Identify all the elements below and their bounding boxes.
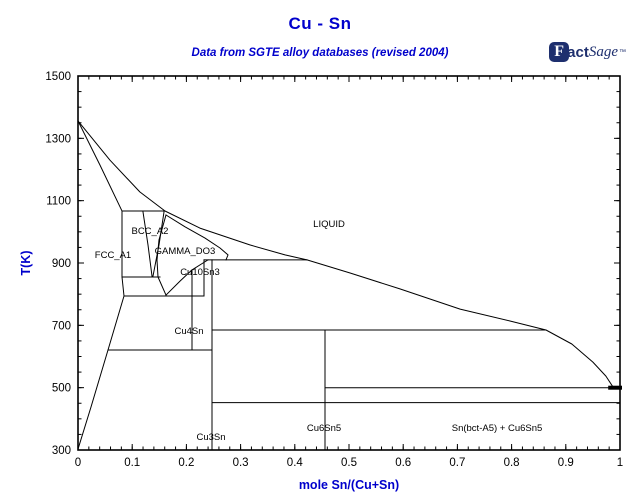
- y-tick-label: 1100: [46, 196, 71, 208]
- region-label: Cu10Sn3: [180, 267, 220, 278]
- plot-frame: [77, 75, 621, 451]
- phase-region-labels: FCC_A1 BCC_A2 GAMMA_DO3 Cu10Sn3 Cu4Sn Cu3Sn Cu…: [95, 219, 543, 443]
- y-tick-labels: 300 500 700 900 1100 1300 1500: [45, 71, 71, 457]
- region-label: Cu3Sn: [196, 432, 225, 443]
- boundary-solidus-cu: [77, 120, 123, 212]
- x-tick-label: 0.2: [178, 457, 194, 469]
- factsage-logo-fact: act: [567, 43, 589, 61]
- x-tick-label: 0.6: [395, 457, 411, 469]
- y-tick-label: 300: [52, 445, 71, 457]
- phase-boundaries: [77, 120, 622, 451]
- y-tick-label: 1500: [45, 71, 71, 83]
- factsage-logo-icon: F: [549, 42, 570, 62]
- x-tick-label: 0.1: [124, 457, 140, 469]
- page-title: Cu - Sn: [288, 14, 352, 33]
- region-label: Sn(bct-A5) + Cu6Sn5: [452, 423, 543, 434]
- x-tick-label: 0.4: [287, 457, 304, 469]
- x-tick-label: 0.8: [504, 457, 520, 469]
- x-tick-labels: 0 0.1 0.2 0.3 0.4 0.5 0.6 0.7 0.8 0.9 1: [75, 457, 623, 469]
- boundary-gamma-left: [156, 214, 167, 296]
- axis-ticks: [77, 75, 621, 451]
- x-tick-label: 1: [617, 457, 623, 469]
- region-label: BCC_A2: [131, 226, 168, 237]
- trademark-symbol: ™: [619, 48, 626, 56]
- region-label: FCC_A1: [95, 250, 131, 261]
- region-label: GAMMA_DO3: [155, 246, 216, 257]
- y-tick-label: 900: [52, 258, 71, 270]
- x-tick-label: 0.7: [449, 457, 465, 469]
- y-tick-label: 1300: [45, 133, 71, 145]
- y-tick-label: 700: [52, 320, 71, 332]
- region-label: Cu4Sn: [174, 326, 203, 337]
- y-tick-label: 500: [52, 383, 71, 395]
- x-tick-label: 0.9: [558, 457, 574, 469]
- boundary-gamma-right: [165, 214, 229, 261]
- page-subtitle: Data from SGTE alloy databases (revised …: [191, 47, 449, 59]
- factsage-logo-sage: Sage: [588, 43, 618, 60]
- x-tick-label: 0: [75, 457, 81, 469]
- region-label: Cu6Sn5: [307, 423, 341, 434]
- y-axis-title: T(K): [19, 251, 33, 276]
- region-label: LIQUID: [313, 219, 345, 230]
- x-tick-label: 0.3: [233, 457, 249, 469]
- x-axis-title: mole Sn/(Cu+Sn): [299, 478, 399, 492]
- boundary-bcc-left: [142, 211, 153, 277]
- boundary-liquidus: [77, 120, 614, 388]
- x-tick-label: 0.5: [341, 457, 357, 469]
- boundary-fcc-boundary: [77, 210, 125, 450]
